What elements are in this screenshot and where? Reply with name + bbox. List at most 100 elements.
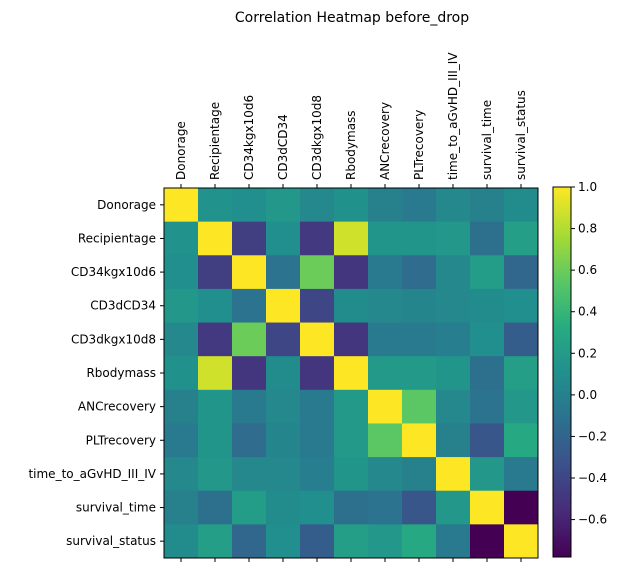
- heatmap-cell-time_to_aGvHD_III_IV-Recipientage: [198, 457, 233, 492]
- heatmap-cell-Rbodymass-Rbodymass: [334, 356, 369, 391]
- heatmap-cell-Recipientage-Donorage: [164, 221, 199, 256]
- heatmap-cell-PLTrecovery-survival_time: [470, 423, 505, 458]
- heatmap-cell-ANCrecovery-Donorage: [164, 389, 199, 424]
- x-tick-label-survival_status: survival_status: [514, 90, 528, 180]
- heatmap-cell-Recipientage-PLTrecovery: [402, 221, 437, 256]
- heatmap-cell-Recipientage-survival_time: [470, 221, 505, 256]
- heatmap-cell-PLTrecovery-Donorage: [164, 423, 199, 458]
- y-tick-label-PLTrecovery: PLTrecovery: [86, 433, 156, 447]
- heatmap-cell-Rbodymass-survival_status: [504, 356, 539, 391]
- heatmap-cell-Recipientage-CD3dkgx10d8: [300, 221, 335, 256]
- heatmap-cell-survival_time-Rbodymass: [334, 490, 369, 525]
- heatmap-cell-survival_status-Recipientage: [198, 524, 233, 559]
- heatmap-cell-survival_time-survival_time: [470, 490, 505, 525]
- heatmap-cell-survival_time-PLTrecovery: [402, 490, 437, 525]
- y-tick-label-survival_time: survival_time: [76, 501, 156, 515]
- heatmap-cell-survival_status-time_to_aGvHD_III_IV: [436, 524, 471, 559]
- heatmap-cell-Donorage-CD3dCD34: [266, 188, 301, 223]
- colorbar-tick-label: −0.4: [578, 471, 607, 485]
- heatmap-cell-CD3dCD34-Donorage: [164, 288, 199, 324]
- heatmap-cell-ANCrecovery-ANCrecovery: [368, 389, 403, 424]
- heatmap-cell-CD3dCD34-PLTrecovery: [402, 288, 437, 324]
- heatmap-cell-CD34kgx10d6-CD3dkgx10d8: [300, 255, 335, 290]
- heatmap-cell-time_to_aGvHD_III_IV-survival_status: [504, 457, 539, 492]
- x-tick-label-ANCrecovery: ANCrecovery: [378, 102, 392, 180]
- heatmap-cell-Donorage-survival_status: [504, 188, 539, 223]
- x-tick-label-Rbodymass: Rbodymass: [344, 110, 358, 180]
- heatmap-cell-PLTrecovery-ANCrecovery: [368, 423, 403, 458]
- heatmap-cell-ANCrecovery-survival_status: [504, 389, 539, 424]
- heatmap-cell-survival_status-survival_time: [470, 524, 505, 559]
- x-tick-label-PLTrecovery: PLTrecovery: [412, 110, 426, 180]
- colorbar-tick-label: 0.6: [578, 263, 597, 277]
- heatmap-cell-ANCrecovery-time_to_aGvHD_III_IV: [436, 389, 471, 424]
- heatmap-cell-CD34kgx10d6-ANCrecovery: [368, 255, 403, 290]
- heatmap-cell-time_to_aGvHD_III_IV-CD3dkgx10d8: [300, 457, 335, 492]
- heatmap-cell-Rbodymass-ANCrecovery: [368, 356, 403, 391]
- heatmap-cell-CD3dkgx10d8-Rbodymass: [334, 322, 369, 357]
- heatmap-cell-PLTrecovery-Rbodymass: [334, 423, 369, 458]
- x-tick-label-CD34kgx10d6: CD34kgx10d6: [242, 95, 256, 180]
- heatmap-cell-CD3dCD34-ANCrecovery: [368, 288, 403, 324]
- heatmap-cell-CD3dCD34-time_to_aGvHD_III_IV: [436, 288, 471, 324]
- heatmap-cell-Rbodymass-Recipientage: [198, 356, 233, 391]
- colorbar-tick-label: 0.8: [578, 222, 597, 236]
- heatmap-cell-CD3dkgx10d8-Recipientage: [198, 322, 233, 357]
- heatmap-cell-survival_time-Recipientage: [198, 490, 233, 525]
- heatmap-cell-CD3dCD34-CD34kgx10d6: [232, 288, 267, 324]
- heatmap-cell-survival_status-CD3dCD34: [266, 524, 301, 559]
- heatmap-cell-PLTrecovery-survival_status: [504, 423, 539, 458]
- heatmap-cell-CD3dkgx10d8-CD34kgx10d6: [232, 322, 267, 357]
- heatmap-cell-CD3dkgx10d8-Donorage: [164, 322, 199, 357]
- colorbar-tick-label: 0.2: [578, 346, 597, 360]
- heatmap-cell-PLTrecovery-CD3dCD34: [266, 423, 301, 458]
- heatmap-cell-ANCrecovery-PLTrecovery: [402, 389, 437, 424]
- heatmap-cell-CD34kgx10d6-PLTrecovery: [402, 255, 437, 290]
- heatmap-cell-Recipientage-time_to_aGvHD_III_IV: [436, 221, 471, 256]
- colorbar-ticks: −0.6 −0.4 −0.2 0.0 0.2 0.4 0.6 0.8 1.0: [571, 180, 607, 527]
- heatmap-cell-CD3dCD34-Recipientage: [198, 288, 233, 324]
- heatmap-cell-CD3dCD34-CD3dkgx10d8: [300, 288, 335, 324]
- heatmap-cell-Donorage-PLTrecovery: [402, 188, 437, 223]
- heatmap-cell-Rbodymass-CD34kgx10d6: [232, 356, 267, 391]
- heatmap-cell-time_to_aGvHD_III_IV-Donorage: [164, 457, 199, 492]
- y-tick-label-Recipientage: Recipientage: [78, 231, 156, 245]
- x-tick-label-Donorage: Donorage: [174, 121, 188, 180]
- heatmap-cell-CD3dkgx10d8-CD3dkgx10d8: [300, 322, 335, 357]
- heatmap-cell-CD3dkgx10d8-CD3dCD34: [266, 322, 301, 357]
- heatmap-cell-PLTrecovery-CD3dkgx10d8: [300, 423, 335, 458]
- heatmap-cell-CD34kgx10d6-Rbodymass: [334, 255, 369, 290]
- heatmap-cell-ANCrecovery-CD3dkgx10d8: [300, 389, 335, 424]
- heatmap-cell-survival_status-survival_status: [504, 524, 539, 559]
- colorbar: [553, 187, 571, 557]
- heatmap-cell-ANCrecovery-survival_time: [470, 389, 505, 424]
- heatmap-cell-survival_status-ANCrecovery: [368, 524, 403, 559]
- heatmap-cell-CD3dkgx10d8-survival_status: [504, 322, 539, 357]
- x-tick-label-time_to_aGvHD_III_IV: time_to_aGvHD_III_IV: [446, 52, 460, 180]
- heatmap-cell-ANCrecovery-Recipientage: [198, 389, 233, 424]
- heatmap-cell-survival_time-ANCrecovery: [368, 490, 403, 525]
- colorbar-tick-label: 1.0: [578, 180, 597, 194]
- y-tick-label-survival_status: survival_status: [66, 534, 156, 548]
- heatmap-cell-Donorage-ANCrecovery: [368, 188, 403, 223]
- colorbar-tick-label: 0.0: [578, 388, 597, 402]
- x-tick-label-survival_time: survival_time: [480, 100, 494, 180]
- heatmap-cell-CD3dkgx10d8-ANCrecovery: [368, 322, 403, 357]
- heatmap-cell-survival_status-Donorage: [164, 524, 199, 559]
- heatmap-cell-survival_status-PLTrecovery: [402, 524, 437, 559]
- heatmap-cell-time_to_aGvHD_III_IV-ANCrecovery: [368, 457, 403, 492]
- heatmap-cell-ANCrecovery-Rbodymass: [334, 389, 369, 424]
- heatmap-cell-Recipientage-Rbodymass: [334, 221, 369, 256]
- heatmap-cell-time_to_aGvHD_III_IV-Rbodymass: [334, 457, 369, 492]
- heatmap-cell-PLTrecovery-PLTrecovery: [402, 423, 437, 458]
- heatmap-cell-Donorage-Rbodymass: [334, 188, 369, 223]
- colorbar-tick-label: −0.6: [578, 513, 607, 527]
- y-tick-label-Rbodymass: Rbodymass: [86, 366, 156, 380]
- y-tick-label-CD3dkgx10d8: CD3dkgx10d8: [71, 332, 156, 346]
- heatmap-cell-CD3dkgx10d8-PLTrecovery: [402, 322, 437, 357]
- chart-title: Correlation Heatmap before_drop: [235, 10, 469, 26]
- heatmap-cell-CD34kgx10d6-survival_status: [504, 255, 539, 290]
- heatmap-cell-CD34kgx10d6-CD3dCD34: [266, 255, 301, 290]
